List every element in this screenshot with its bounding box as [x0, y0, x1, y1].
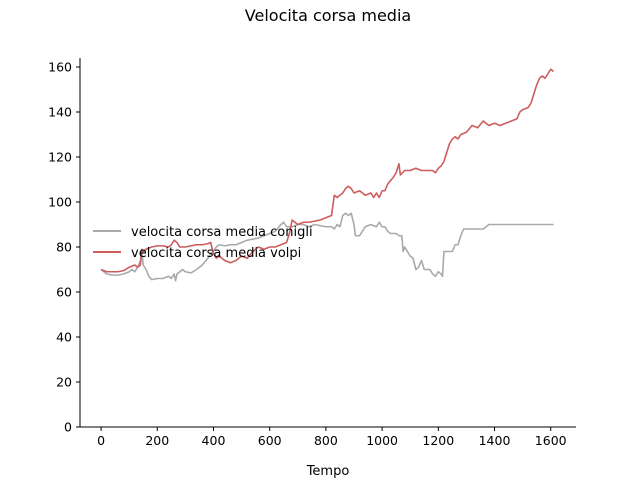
series-line-conigli	[100, 212, 554, 282]
y-tick-label: 0	[64, 420, 72, 435]
x-tick-label: 1200	[422, 433, 454, 448]
y-tick-label: 60	[56, 285, 72, 300]
x-tick-label: 1400	[479, 433, 511, 448]
x-tick-label: 600	[258, 433, 282, 448]
y-axis-ticks: 0 20 40 60 80 100 120 140 160	[48, 60, 80, 435]
y-tick-label: 160	[48, 60, 72, 75]
y-tick-label: 140	[48, 105, 72, 120]
legend-label-volpi: velocita corsa media volpi	[131, 246, 301, 261]
legend: velocita corsa media conigli velocita co…	[93, 225, 313, 261]
y-tick-label: 80	[56, 240, 72, 255]
legend-label-conigli: velocita corsa media conigli	[131, 225, 313, 240]
x-tick-label: 1600	[535, 433, 567, 448]
chart-title: Velocita corsa media	[245, 6, 411, 25]
axes	[79, 58, 576, 428]
x-tick-label: 0	[97, 433, 105, 448]
x-axis-label: Tempo	[306, 464, 350, 479]
y-tick-label: 100	[48, 195, 72, 210]
series-line-volpi	[100, 68, 555, 273]
y-tick-label: 20	[56, 375, 72, 390]
x-tick-label: 400	[202, 433, 226, 448]
x-tick-label: 200	[145, 433, 169, 448]
x-tick-label: 1000	[366, 433, 398, 448]
series-lines	[100, 68, 555, 282]
y-tick-label: 120	[48, 150, 72, 165]
x-axis-ticks: 0 200 400 600 800 1000 1200 1400 1600	[97, 427, 567, 448]
x-tick-label: 800	[314, 433, 338, 448]
y-tick-label: 40	[56, 330, 72, 345]
